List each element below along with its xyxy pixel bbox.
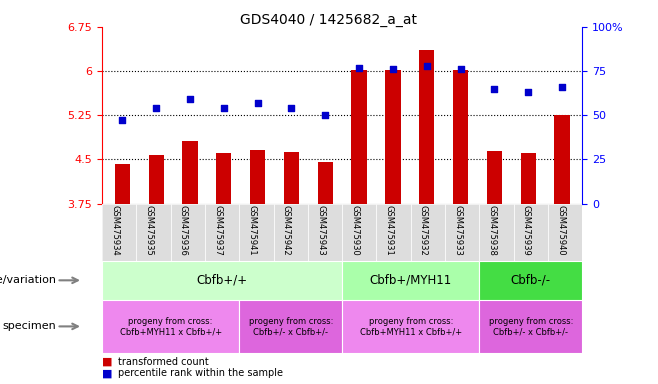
Bar <box>342 261 480 300</box>
Text: transformed count: transformed count <box>118 357 209 367</box>
Bar <box>102 204 136 261</box>
Bar <box>136 204 170 261</box>
Text: progeny from cross:
Cbfb+/- x Cbfb+/-: progeny from cross: Cbfb+/- x Cbfb+/- <box>489 317 573 336</box>
Bar <box>170 204 205 261</box>
Bar <box>308 204 342 261</box>
Bar <box>480 300 582 353</box>
Bar <box>284 152 299 204</box>
Bar <box>250 150 265 204</box>
Bar <box>555 115 570 204</box>
Bar <box>240 300 342 353</box>
Text: Cbfb-/-: Cbfb-/- <box>511 274 551 287</box>
Bar <box>419 50 434 204</box>
Text: GSM475940: GSM475940 <box>556 205 565 256</box>
Text: progeny from cross:
Cbfb+/- x Cbfb+/-: progeny from cross: Cbfb+/- x Cbfb+/- <box>249 317 333 336</box>
Bar <box>102 261 342 300</box>
Point <box>354 65 365 71</box>
Text: GSM475936: GSM475936 <box>179 205 188 256</box>
Bar <box>376 204 411 261</box>
Point <box>286 105 297 111</box>
Bar <box>514 204 548 261</box>
Text: GSM475937: GSM475937 <box>213 205 222 256</box>
Text: GSM475931: GSM475931 <box>385 205 393 256</box>
Bar <box>205 204 240 261</box>
Bar <box>480 204 514 261</box>
Bar <box>351 70 367 204</box>
Text: GSM475943: GSM475943 <box>316 205 325 256</box>
Text: ■: ■ <box>102 368 113 378</box>
Bar <box>182 141 197 204</box>
Bar <box>453 70 468 204</box>
Text: Cbfb+/MYH11: Cbfb+/MYH11 <box>370 274 452 287</box>
Text: GSM475932: GSM475932 <box>419 205 428 256</box>
Text: ■: ■ <box>102 357 113 367</box>
Bar <box>102 300 240 353</box>
Bar <box>445 204 480 261</box>
Text: GDS4040 / 1425682_a_at: GDS4040 / 1425682_a_at <box>241 13 417 27</box>
Text: progeny from cross:
Cbfb+MYH11 x Cbfb+/+: progeny from cross: Cbfb+MYH11 x Cbfb+/+ <box>120 317 222 336</box>
Point <box>117 118 128 124</box>
Text: GSM475938: GSM475938 <box>488 205 497 256</box>
Bar <box>480 261 582 300</box>
Point <box>557 84 567 90</box>
Bar <box>411 204 445 261</box>
Point <box>523 89 534 95</box>
Text: GSM475942: GSM475942 <box>282 205 291 256</box>
Bar <box>548 204 582 261</box>
Bar <box>318 162 333 204</box>
Point <box>151 105 161 111</box>
Text: GSM475935: GSM475935 <box>145 205 153 256</box>
Point <box>218 105 229 111</box>
Bar <box>240 204 274 261</box>
Text: GSM475939: GSM475939 <box>522 205 531 256</box>
Text: progeny from cross:
Cbfb+MYH11 x Cbfb+/+: progeny from cross: Cbfb+MYH11 x Cbfb+/+ <box>360 317 462 336</box>
Point <box>489 86 499 92</box>
Point <box>422 63 432 69</box>
Bar <box>114 164 130 204</box>
Bar <box>487 151 502 204</box>
Text: genotype/variation: genotype/variation <box>0 275 56 285</box>
Bar <box>342 204 376 261</box>
Bar <box>216 154 232 204</box>
Point <box>320 112 330 118</box>
Bar <box>149 155 164 204</box>
Point <box>252 100 263 106</box>
Text: specimen: specimen <box>2 321 56 331</box>
Point <box>455 66 466 72</box>
Text: GSM475941: GSM475941 <box>247 205 257 256</box>
Text: GSM475930: GSM475930 <box>350 205 359 256</box>
Text: percentile rank within the sample: percentile rank within the sample <box>118 368 284 378</box>
Bar <box>274 204 308 261</box>
Text: GSM475934: GSM475934 <box>110 205 119 256</box>
Bar <box>386 70 401 204</box>
Text: Cbfb+/+: Cbfb+/+ <box>197 274 247 287</box>
Text: GSM475933: GSM475933 <box>453 205 462 256</box>
Bar <box>342 300 480 353</box>
Bar <box>520 154 536 204</box>
Point <box>185 96 195 103</box>
Point <box>388 66 398 72</box>
